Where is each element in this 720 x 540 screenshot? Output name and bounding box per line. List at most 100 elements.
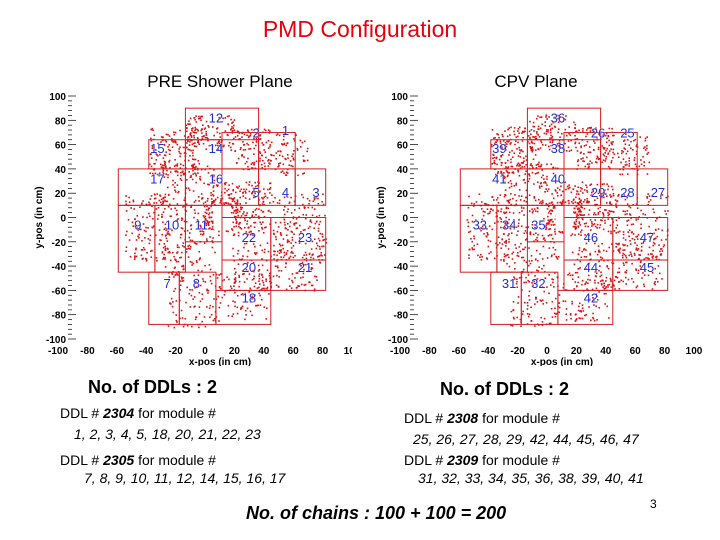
y-tick-label: -60 [52,286,67,297]
y-tick-label: -80 [394,311,409,322]
module-label: 23 [298,230,312,245]
x-axis-title: x-pos (in cm) [531,357,593,366]
module-label: 36 [551,111,565,126]
x-tick-label: 60 [630,346,642,357]
cpv-ddl-2309-modules: 31, 32, 33, 34, 35, 36, 38, 39, 40, 41 [418,470,644,486]
cpv-ddl-2309-line: DDL # 2309 for module # [404,452,560,468]
cpv-ddl-count: No. of DDLs : 2 [440,379,569,399]
pre-ddl-2304-modules: 1, 2, 3, 4, 5, 18, 20, 21, 22, 23 [74,426,261,442]
x-tick-label: -100 [390,346,410,357]
module-label: 31 [502,276,516,291]
x-tick-label: -20 [168,346,183,357]
y-tick-label: 60 [55,141,67,152]
x-tick-label: -60 [110,346,125,357]
cpv-ddl-2308-line: DDL # 2308 for module # [404,410,560,426]
x-tick-label: 100 [686,346,702,357]
y-tick-label: -100 [388,335,408,346]
y-axis-title: y-pos (in cm) [376,186,387,248]
module-label: 8 [193,276,200,291]
module-label: 33 [473,218,487,233]
y-tick-label: 40 [397,165,409,176]
y-tick-label: 100 [49,92,66,103]
x-tick-label: 20 [229,346,241,357]
x-tick-label: -100 [48,346,68,357]
y-tick-label: 40 [55,165,67,176]
y-tick-label: 0 [60,214,66,225]
module-label: 4 [282,185,289,200]
x-tick-label: -20 [510,346,525,357]
x-tick-label: 80 [659,346,671,357]
x-tick-label: 40 [258,346,270,357]
y-tick-label: 100 [391,92,408,103]
module-label: 29 [591,185,605,200]
module-label: 39 [492,141,506,156]
y-tick-label: 80 [397,116,409,127]
y-tick-label: -20 [52,238,67,249]
module-label: 21 [298,260,312,275]
module-label: 17 [150,171,164,186]
module-label: 46 [584,230,598,245]
module-label: 1 [282,123,289,138]
pre-ddl-2305-line: DDL # 2305 for module # [60,452,216,468]
y-tick-label: -100 [46,335,66,346]
slide-title: PMD Configuration [262,16,458,42]
module-label: 41 [492,171,506,186]
y-tick-label: 0 [402,214,408,225]
module-label: 32 [531,276,545,291]
y-tick-label: 20 [397,189,409,200]
x-tick-label: -80 [422,346,437,357]
module-label: 15 [150,141,164,156]
pre-plot-title: PRE Shower Plane [147,72,293,91]
module-boundaries [117,107,327,325]
y-tick-label: 80 [55,116,67,127]
module-boundaries [459,107,669,325]
x-tick-label: 0 [544,346,550,357]
module-label: 25 [620,125,634,140]
pre-ddl-2305-modules: 7, 8, 9, 10, 11, 12, 14, 15, 16, 17 [84,470,286,486]
module-label: 11 [195,218,209,233]
pre-ddl-count: No. of DDLs : 2 [88,377,217,397]
cpv-ddl-2308-modules: 25, 26, 27, 28, 29, 42, 44, 45, 46, 47 [413,431,639,447]
module-label: 45 [640,260,654,275]
module-label: 16 [209,171,223,186]
x-tick-label: -80 [80,346,95,357]
module-label: 42 [584,291,598,306]
y-tick-label: -40 [394,262,409,273]
module-label: 35 [531,218,545,233]
y-tick-label: 60 [397,141,409,152]
module-label: 47 [640,230,654,245]
module-label: 7 [163,276,170,291]
module-label: 27 [651,185,665,200]
module-label: 14 [209,141,223,156]
pre-ddl-2304-line: DDL # 2304 for module # [60,405,216,421]
module-label: 10 [165,218,179,233]
module-label: 20 [242,260,256,275]
module-label: 26 [591,125,605,140]
x-tick-label: 20 [571,346,583,357]
chains-summary: No. of chains : 100 + 100 = 200 [246,503,507,523]
module-label: 12 [209,111,223,126]
x-tick-label: 100 [344,346,352,357]
module-label: 28 [620,185,634,200]
module-label: 3 [312,185,319,200]
y-tick-label: -60 [394,286,409,297]
x-tick-label: 40 [600,346,612,357]
y-tick-label: -20 [394,238,409,249]
x-tick-label: -60 [452,346,467,357]
cpv-plane-plot: 100 80 60 40 20 0 -20 -40 -60 -80 -100-100 -80 -60 -4… [376,92,702,366]
module-label: 22 [242,230,256,245]
cpv-plot-title: CPV Plane [494,72,578,91]
x-tick-label: 60 [288,346,300,357]
x-tick-label: 0 [202,346,208,357]
x-tick-label: -40 [139,346,154,357]
x-tick-label: -40 [481,346,496,357]
module-label: 34 [502,218,516,233]
module-label: 38 [551,141,565,156]
y-tick-label: -40 [52,262,67,273]
page-number: 3 [650,497,657,511]
x-axis-title: x-pos (in cm) [189,357,251,366]
y-tick-label: -80 [52,311,67,322]
module-label: 40 [551,171,565,186]
y-tick-label: 20 [55,189,67,200]
